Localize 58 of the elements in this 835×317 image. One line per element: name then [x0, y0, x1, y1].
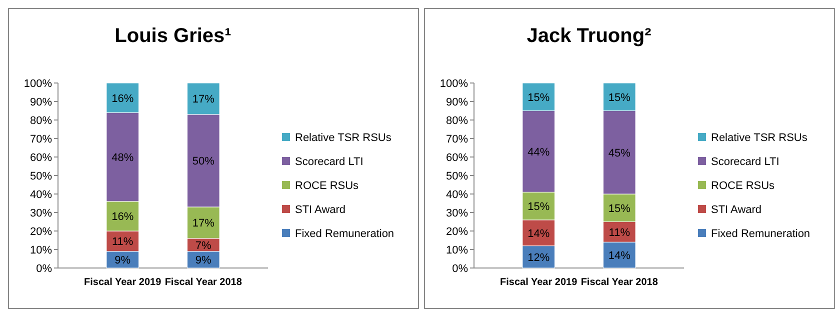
- data-label: 50%: [192, 156, 215, 168]
- data-label: 14%: [528, 228, 550, 240]
- y-tick-label: 60%: [30, 152, 52, 164]
- data-label: 17%: [192, 218, 215, 230]
- y-tick-label: 80%: [30, 115, 52, 127]
- y-tick-label: 80%: [446, 115, 468, 127]
- y-tick-label: 10%: [446, 244, 468, 256]
- legend-label: ROCE RSUs: [711, 180, 776, 192]
- data-label: 15%: [528, 201, 550, 214]
- legend-label: Fixed Remuneration: [711, 228, 810, 240]
- legend-label: Scorecard LTI: [295, 156, 364, 168]
- y-tick-label: 30%: [446, 208, 468, 220]
- data-label: 9%: [114, 254, 131, 267]
- data-label: 44%: [528, 146, 550, 158]
- y-tick-label: 100%: [440, 78, 468, 90]
- legend-label: Fixed Remuneration: [295, 228, 394, 240]
- data-label: 14%: [608, 250, 631, 262]
- y-tick-label: 90%: [30, 96, 52, 108]
- y-tick-label: 40%: [30, 189, 52, 201]
- legend-label: STI Award: [295, 204, 346, 216]
- data-label: 12%: [528, 252, 550, 264]
- data-label: 9%: [195, 254, 212, 267]
- y-tick-label: 100%: [24, 78, 52, 90]
- x-tick-label: Fiscal Year 2019: [84, 277, 162, 288]
- legend-label: ROCE RSUs: [295, 180, 360, 192]
- data-label: 16%: [112, 211, 134, 224]
- y-tick-label: 60%: [446, 152, 468, 164]
- legend-label: Relative TSR RSUs: [295, 132, 392, 144]
- data-label: 15%: [608, 202, 631, 215]
- legend-label: STI Award: [711, 204, 762, 216]
- y-tick-label: 50%: [30, 170, 52, 182]
- data-label: 17%: [192, 94, 215, 106]
- x-tick-label: Fiscal Year 2019: [500, 277, 578, 288]
- data-label: 11%: [608, 226, 630, 239]
- data-label: 45%: [608, 147, 631, 160]
- chart-title: Jack Truong²: [526, 25, 652, 47]
- y-tick-label: 0%: [452, 263, 468, 275]
- data-label: 11%: [112, 236, 134, 248]
- y-tick-label: 20%: [446, 226, 468, 238]
- y-tick-label: 20%: [30, 226, 52, 238]
- y-tick-label: 70%: [30, 134, 52, 146]
- legend-label: Scorecard LTI: [711, 156, 780, 168]
- y-tick-label: 0%: [36, 263, 52, 275]
- y-tick-label: 10%: [30, 244, 52, 256]
- chart-title: Louis Gries¹: [114, 25, 232, 47]
- y-tick-label: 30%: [30, 208, 52, 220]
- y-tick-label: 90%: [446, 96, 468, 108]
- data-label: 48%: [112, 152, 134, 164]
- legend-label: Relative TSR RSUs: [711, 132, 808, 144]
- x-tick-label: Fiscal Year 2018: [580, 277, 658, 288]
- y-tick-label: 50%: [446, 170, 468, 182]
- data-label: 15%: [608, 92, 631, 104]
- y-tick-label: 70%: [446, 134, 468, 146]
- x-tick-label: Fiscal Year 2018: [164, 277, 242, 288]
- data-label: 16%: [112, 92, 134, 105]
- data-label: 15%: [528, 92, 550, 104]
- data-label: 7%: [195, 240, 212, 252]
- y-tick-label: 40%: [446, 189, 468, 201]
